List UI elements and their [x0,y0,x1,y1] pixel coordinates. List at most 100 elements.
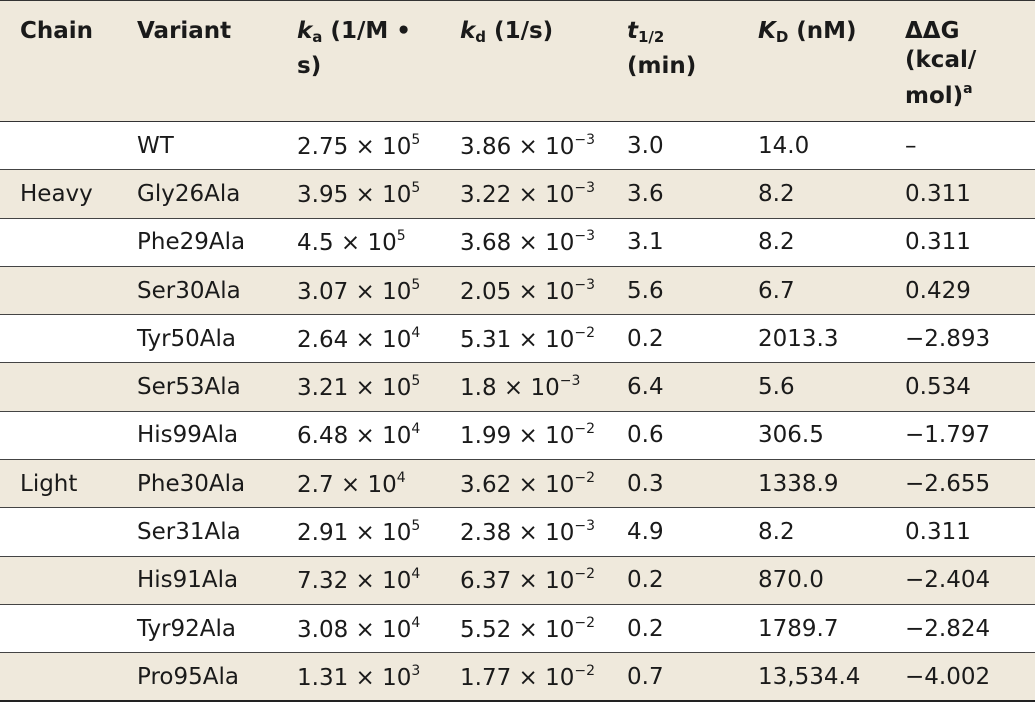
cell-sup: 4 [411,566,421,583]
cell-text: 1.31 × 10 [297,664,412,691]
cell-text: 1.77 × 10 [460,664,575,691]
cell-text: 3.68 × 10 [460,230,575,257]
cell-text: 0.429 [905,277,971,304]
table-row: WT 2.75 × 105 3.86 × 10−3 3.0 14.0– [0,122,1035,170]
table-cell: −4.002 [885,653,1035,701]
cell-text: 2.7 × 10 [297,471,397,498]
cell-text: 1789.7 [758,615,839,642]
table-cell: 5.6 [607,266,738,314]
table-cell: 1.31 × 103 [277,653,440,701]
table-cell: 3.21 × 105 [277,363,440,411]
cell-text: Phe30Ala [137,470,246,497]
table-cell: Pro95Ala [117,653,277,701]
cell-sup: 5 [411,518,421,535]
cell-text: Ser31Ala [137,519,241,546]
cell-text: His99Ala [137,422,239,449]
cell-text: Variant [137,18,232,44]
table-row: His91Ala 7.32 × 104 6.37 × 10−2 0.2 870.0 −2.… [0,556,1035,605]
table-cell: 1.99 × 10−2 [440,411,607,459]
table-cell: −2.655 [885,460,1035,508]
cell-text: – [905,132,917,159]
cell-sup: 3 [411,662,421,679]
cell-sup: −2 [574,662,596,679]
table-cell: 3.08 × 104 [277,604,440,652]
cell-text: −4.002 [905,663,991,690]
cell-text: 3.21 × 10 [297,375,412,402]
cell-italic: k [297,18,313,44]
table-row: Tyr92Ala 3.08 × 104 5.52 × 10−2 0.2 1789.7 −2… [0,604,1035,653]
cell-text: 8.2 [758,519,795,546]
cell-text: 870.0 [758,567,824,594]
cell-text: (nM) [788,18,857,44]
cell-text: 0.311 [905,229,971,256]
table-cell: 1.77 × 10−2 [440,653,607,701]
cell-sup: −3 [559,373,581,390]
cell-text: 5.6 [627,277,664,304]
cell-text: 0.2 [627,567,664,594]
cell-text: ΔΔG (kcal/ mol) [905,18,977,109]
cell-text: 4.5 × 10 [297,230,397,257]
table-row: Phe29Ala 4.5 × 105 3.68 × 10−3 3.1 8.2 0.311 [0,218,1035,267]
cell-text: 14.0 [758,132,810,159]
cell-sup: −2 [574,614,596,631]
table-cell [0,556,117,604]
table-cell: 1.8 × 10−3 [440,363,607,411]
table-cell: 0.6 [607,411,738,459]
table-cell: 0.3 [607,460,738,508]
table-cell [0,604,117,652]
table-cell: Phe30Ala [117,460,277,508]
table-cell [0,122,117,170]
table-cell: 1789.7 [738,604,885,652]
cell-sup: 5 [411,131,421,148]
table-cell: 2.91 × 105 [277,508,440,556]
table-cell: 3.62 × 10−2 [440,460,607,508]
header-cell: Variant [117,1,277,122]
cell-sup: −2 [574,469,596,486]
table-row: Heavy Gly26Ala 3.95 × 105 3.22 × 10−3 3.6 8.2… [0,169,1035,219]
cell-text: Ser30Ala [137,277,241,304]
cell-text: 8.2 [758,180,795,207]
header-cell: KD (nM) [738,1,885,122]
table-cell: −1.797 [885,411,1035,459]
table-cell: Ser31Ala [117,508,277,556]
table-cell: 8.2 [738,170,885,218]
cell-text: (min) [627,53,697,79]
cell-text: 2.05 × 10 [460,278,575,305]
header-cell: Chain [0,1,117,122]
cell-sup: 4 [411,421,421,438]
table-cell [0,653,117,701]
cell-text: 0.311 [905,519,971,546]
table-cell: Ser53Ala [117,363,277,411]
cell-text: −2.655 [905,470,991,497]
header-cell: ΔΔG (kcal/ mol)a [885,1,1035,122]
table-cell: Gly26Ala [117,170,277,218]
cell-sup: 4 [411,614,421,631]
cell-sup: −3 [574,518,596,535]
cell-text: Chain [20,18,94,44]
cell-text: 5.31 × 10 [460,326,575,353]
table-cell: WT [117,122,277,170]
table-cell: 4.5 × 105 [277,218,440,266]
cell-text: 0.3 [627,470,664,497]
table-cell: 0.534 [885,363,1035,411]
cell-text: 7.32 × 10 [297,568,412,595]
table-cell: 3.68 × 10−3 [440,218,607,266]
table-cell: −2.824 [885,604,1035,652]
cell-text: (1/s) [486,18,554,44]
table-cell: Tyr50Ala [117,315,277,363]
table-cell: 14.0 [738,122,885,170]
table-cell: 3.22 × 10−3 [440,170,607,218]
table-cell: 0.311 [885,508,1035,556]
table-cell: 7.32 × 104 [277,556,440,604]
cell-text: 2.38 × 10 [460,520,575,547]
table-row: Tyr50Ala 2.64 × 104 5.31 × 10−2 0.2 2013.3 −2… [0,315,1035,363]
table-cell: −2.893 [885,315,1035,363]
header-row: Chain Variant ka (1/M • s) kd (1/s) t1/2 (mi… [0,0,1035,122]
table-cell: 5.52 × 10−2 [440,604,607,652]
cell-text: Phe29Ala [137,229,246,256]
cell-text: 6.48 × 10 [297,423,412,450]
table-cell: 0.311 [885,170,1035,218]
table-cell: 8.2 [738,218,885,266]
